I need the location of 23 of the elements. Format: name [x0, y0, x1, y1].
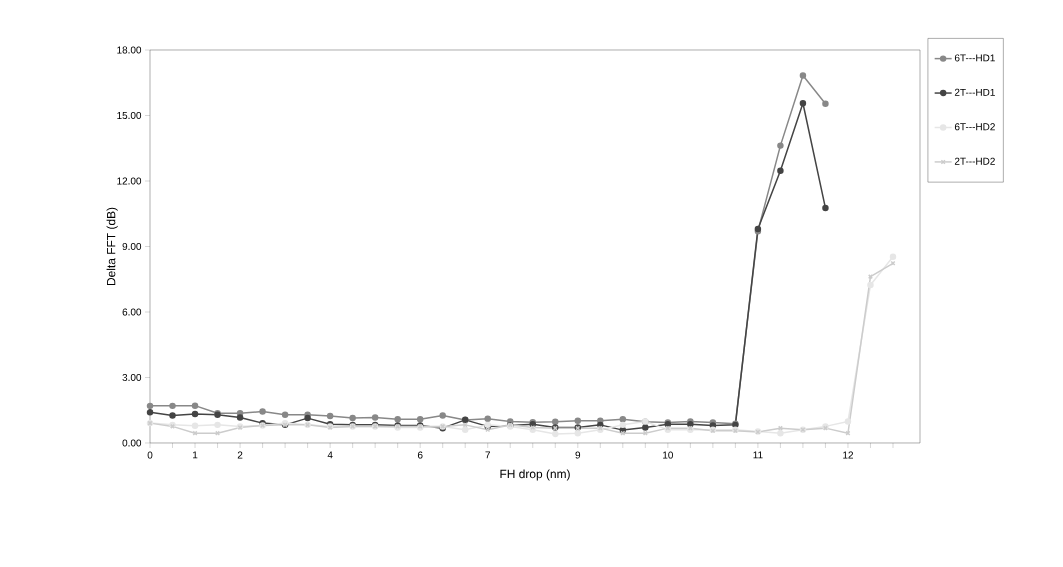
x-tick-label: 0	[147, 451, 153, 459]
legend-label: 2T---HD1	[954, 88, 995, 96]
x-tick-label: 4	[327, 451, 333, 459]
x-tick-label: 12	[843, 451, 854, 459]
x-tick-label: 7	[485, 451, 491, 459]
x-tick-label: 11	[753, 451, 763, 459]
legend-label: 6T---HD1	[954, 54, 995, 62]
y-tick-label: 15.00	[117, 111, 142, 120]
x-tick-label: 9	[575, 451, 581, 459]
legend-label: 2T---HD2	[954, 157, 995, 165]
x-tick-label: 1	[193, 451, 198, 459]
y-tick-label: 0.00	[122, 439, 142, 447]
y-tick-label: 9.00	[122, 242, 142, 251]
legend-label: 6T---HD2	[954, 123, 995, 131]
y-tick-label: 12.00	[117, 177, 142, 185]
x-tick-label: 10	[663, 451, 673, 459]
y-tick-label: 6.00	[122, 308, 142, 316]
x-tick-label: 2	[237, 451, 243, 459]
x-tick-label: 6	[417, 451, 423, 459]
y-tick-label: 3.00	[122, 373, 142, 382]
y-axis-title: Delta FFT (dB)	[106, 207, 118, 286]
y-tick-label: 18.00	[117, 46, 142, 54]
x-axis-title: FH drop (nm)	[500, 469, 570, 481]
